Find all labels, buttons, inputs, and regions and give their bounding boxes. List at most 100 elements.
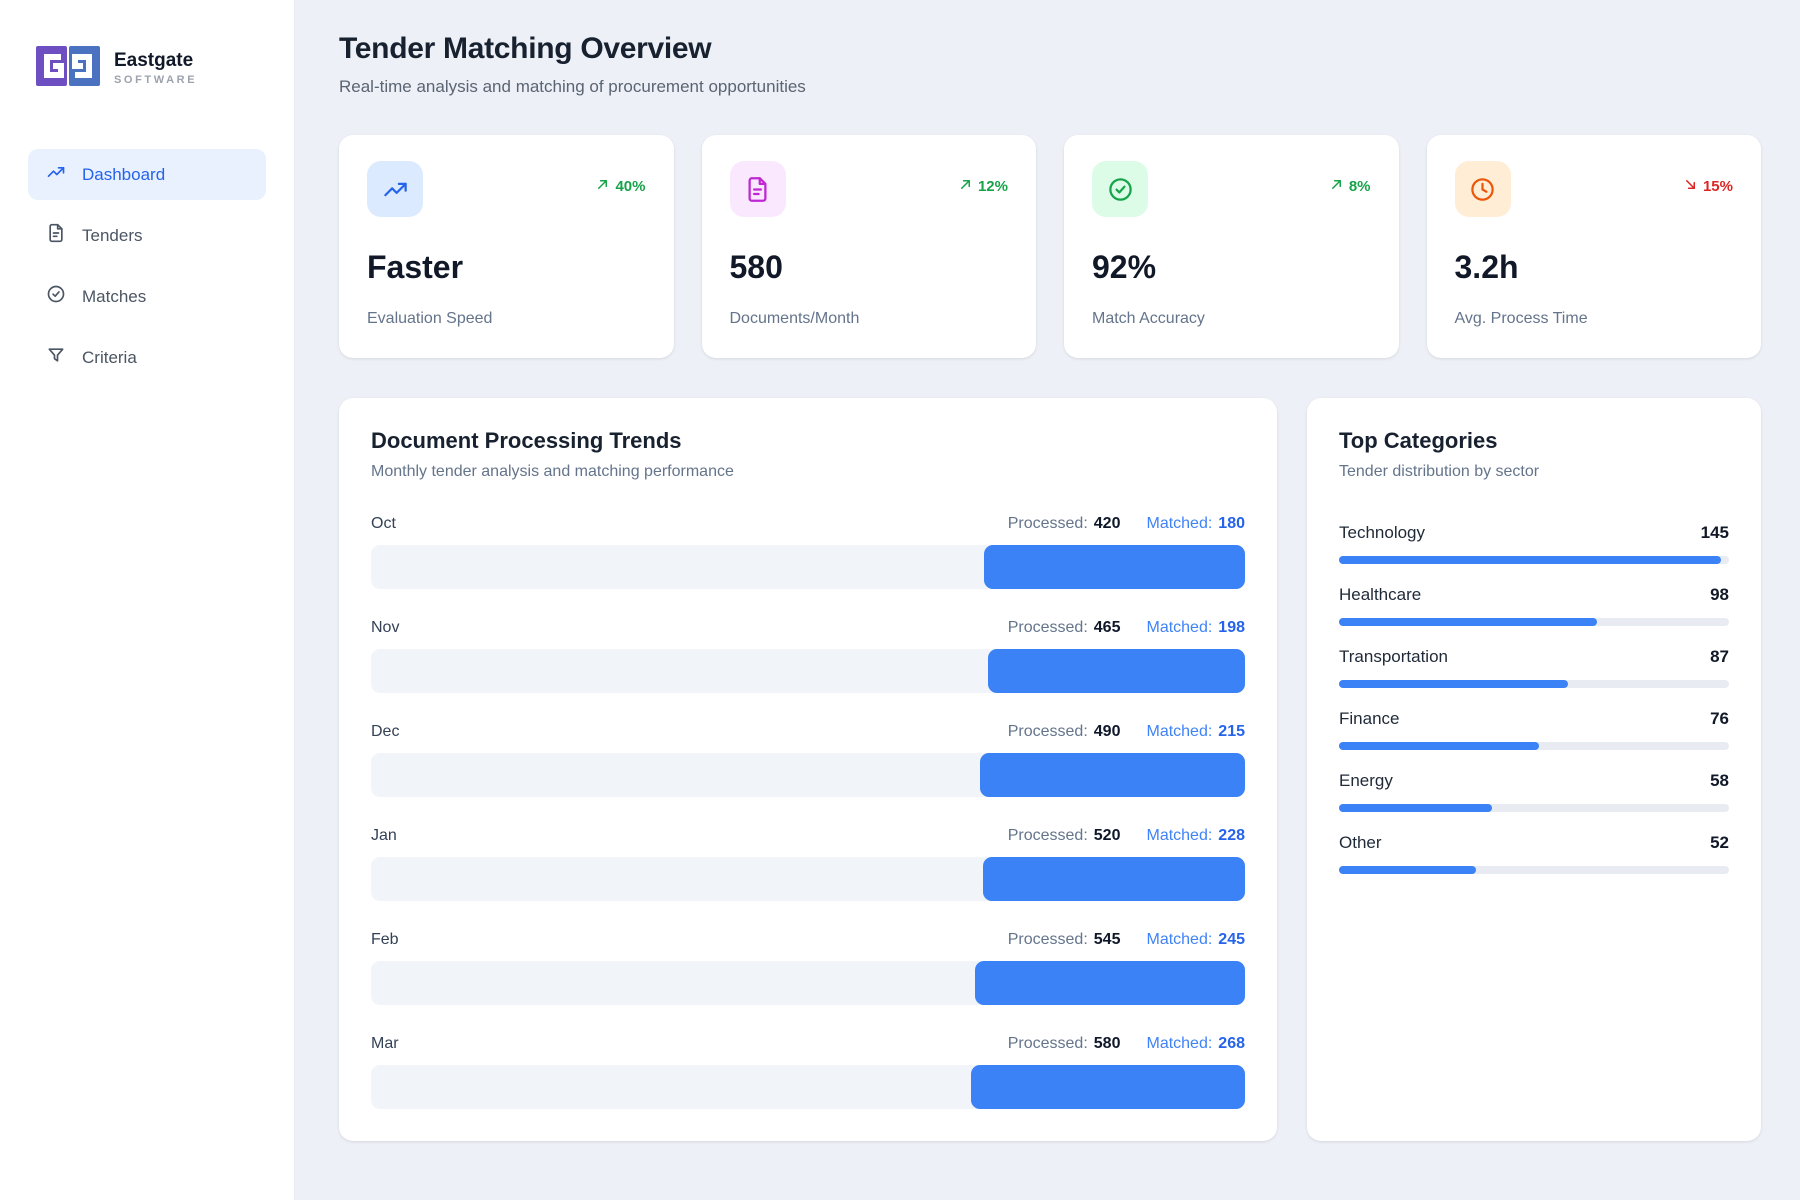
trending-up-icon bbox=[367, 161, 423, 217]
stat-trend: 8% bbox=[1329, 177, 1371, 196]
panels-row: Document Processing Trends Monthly tende… bbox=[339, 398, 1761, 1141]
trend-bar-track bbox=[371, 857, 1245, 901]
category-row-finance: Finance 76 bbox=[1339, 709, 1729, 750]
check-circle-icon bbox=[1092, 161, 1148, 217]
categories-panel-subtitle: Tender distribution by sector bbox=[1339, 463, 1540, 480]
sidebar-item-tenders[interactable]: Tenders bbox=[28, 210, 266, 261]
stat-value: Faster bbox=[367, 249, 464, 285]
category-bar-track bbox=[1339, 618, 1729, 626]
category-bar-track bbox=[1339, 804, 1729, 812]
category-bar-track bbox=[1339, 866, 1729, 874]
category-bar bbox=[1339, 804, 1492, 812]
matched-value: 228 bbox=[1218, 827, 1245, 844]
stat-card-avg-process-time: 15% 3.2h Avg. Process Time bbox=[1426, 135, 1761, 358]
brand-subtitle: SOFTWARE bbox=[114, 73, 198, 86]
categories-panel-title: Top Categories bbox=[1339, 428, 1498, 453]
clock-icon bbox=[1454, 161, 1511, 217]
trend-rows: Oct Processed: 420 Matched: 180 Nov Proc… bbox=[371, 515, 1245, 1109]
arrow-up-right-icon bbox=[1329, 177, 1344, 196]
stat-trend: 15% bbox=[1683, 177, 1733, 196]
processed-label: Processed: bbox=[1007, 827, 1088, 844]
stat-card-match-accuracy: 8% 92% Match Accuracy bbox=[1064, 135, 1399, 358]
processed-value: 465 bbox=[1093, 619, 1121, 636]
category-value: 87 bbox=[1710, 647, 1729, 666]
sidebar-item-matches[interactable]: Matches bbox=[28, 271, 266, 322]
matched-label: Matched: bbox=[1146, 515, 1213, 532]
category-bar bbox=[1339, 742, 1540, 750]
stat-value: 580 bbox=[729, 249, 783, 285]
category-value: 98 bbox=[1710, 585, 1729, 604]
matched-value: 215 bbox=[1218, 723, 1245, 740]
processed-value: 545 bbox=[1093, 931, 1121, 948]
matched-label: Matched: bbox=[1146, 619, 1213, 636]
stat-label: Evaluation Speed bbox=[367, 310, 493, 327]
top-categories-panel: Top Categories Tender distribution by se… bbox=[1307, 398, 1761, 1141]
main-content: Tender Matching Overview Real-time analy… bbox=[295, 0, 1800, 1200]
eastgate-logo-icon bbox=[36, 44, 100, 93]
stat-trend: 12% bbox=[958, 177, 1008, 196]
stat-label: Avg. Process Time bbox=[1454, 310, 1588, 327]
category-row-energy: Energy 58 bbox=[1339, 771, 1729, 812]
trend-month-label: Jan bbox=[371, 827, 397, 844]
processed-value: 420 bbox=[1093, 515, 1121, 532]
category-bar bbox=[1339, 866, 1477, 874]
trending-up-icon bbox=[46, 162, 66, 187]
matched-value: 198 bbox=[1218, 619, 1245, 636]
category-row-healthcare: Healthcare 98 bbox=[1339, 585, 1729, 626]
arrow-down-right-icon bbox=[1683, 177, 1698, 196]
trend-bar bbox=[982, 857, 1245, 901]
processed-label: Processed: bbox=[1007, 515, 1088, 532]
file-icon bbox=[46, 223, 66, 248]
filter-icon bbox=[46, 345, 66, 370]
arrow-up-right-icon bbox=[958, 177, 973, 196]
matched-label: Matched: bbox=[1146, 1035, 1213, 1052]
stat-label: Match Accuracy bbox=[1092, 310, 1205, 327]
sidebar-nav: Dashboard Tenders Matches Criteria bbox=[28, 149, 266, 383]
matched-label: Matched: bbox=[1146, 931, 1213, 948]
trend-bar bbox=[974, 961, 1245, 1005]
category-label: Healthcare bbox=[1339, 585, 1422, 604]
trend-bar bbox=[971, 1065, 1245, 1109]
category-value: 76 bbox=[1710, 709, 1729, 728]
category-value: 145 bbox=[1700, 523, 1729, 542]
category-label: Energy bbox=[1339, 771, 1393, 790]
file-icon bbox=[729, 161, 786, 217]
check-circle-icon bbox=[46, 284, 66, 309]
sidebar: Eastgate SOFTWARE Dashboard Tenders Matc… bbox=[0, 0, 295, 1200]
processed-value: 490 bbox=[1093, 723, 1121, 740]
stat-trend: 40% bbox=[595, 177, 646, 196]
matched-value: 268 bbox=[1218, 1035, 1245, 1052]
page-subtitle: Real-time analysis and matching of procu… bbox=[339, 77, 806, 96]
category-label: Finance bbox=[1339, 709, 1400, 728]
trend-month-label: Mar bbox=[371, 1035, 399, 1052]
trend-bar bbox=[980, 753, 1245, 797]
sidebar-item-criteria[interactable]: Criteria bbox=[28, 332, 266, 383]
processed-value: 580 bbox=[1093, 1035, 1121, 1052]
trend-bar bbox=[988, 649, 1245, 693]
trend-row-feb: Feb Processed: 545 Matched: 245 bbox=[371, 931, 1245, 1005]
trend-month-label: Oct bbox=[371, 515, 396, 532]
category-row-transportation: Transportation 87 bbox=[1339, 647, 1729, 688]
trends-panel-subtitle: Monthly tender analysis and matching per… bbox=[371, 463, 734, 480]
brand-name: Eastgate bbox=[114, 50, 194, 72]
trend-row-dec: Dec Processed: 490 Matched: 215 bbox=[371, 723, 1245, 797]
category-value: 52 bbox=[1710, 833, 1729, 852]
matched-label: Matched: bbox=[1146, 723, 1213, 740]
category-rows: Technology 145 Healthcare 98 Transportat… bbox=[1339, 523, 1729, 874]
matched-value: 180 bbox=[1218, 515, 1245, 532]
stat-cards-row: 40% Faster Evaluation Speed 12% 580 Docu… bbox=[339, 135, 1761, 358]
category-label: Transportation bbox=[1339, 647, 1448, 666]
page-title: Tender Matching Overview bbox=[339, 32, 712, 65]
category-row-other: Other 52 bbox=[1339, 833, 1729, 874]
category-bar-track bbox=[1339, 556, 1729, 564]
category-bar bbox=[1339, 680, 1569, 688]
trend-month-label: Dec bbox=[371, 723, 400, 740]
stat-value: 92% bbox=[1092, 249, 1157, 285]
trend-bar-track bbox=[371, 753, 1245, 797]
brand: Eastgate SOFTWARE bbox=[36, 44, 266, 93]
sidebar-item-dashboard[interactable]: Dashboard bbox=[28, 149, 266, 200]
trend-month-label: Feb bbox=[371, 931, 399, 948]
processed-label: Processed: bbox=[1007, 619, 1088, 636]
processed-label: Processed: bbox=[1007, 1035, 1088, 1052]
processed-label: Processed: bbox=[1007, 723, 1088, 740]
